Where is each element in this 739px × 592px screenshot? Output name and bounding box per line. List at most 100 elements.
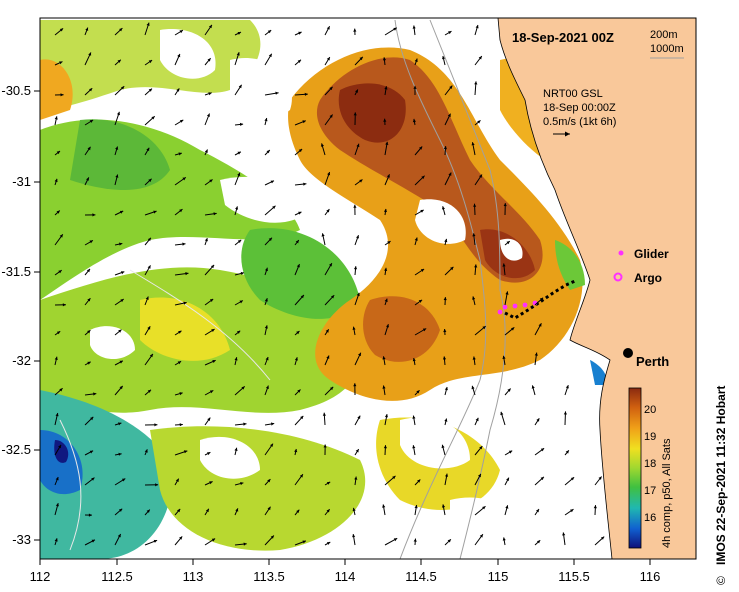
current-vector-head	[207, 58, 211, 62]
current-vector-head	[502, 355, 506, 359]
current-vector-head	[353, 266, 358, 270]
current-vector-head	[270, 535, 274, 539]
current-vector-head	[239, 300, 243, 304]
credit-text: IMOS 22-Sep-2021 11:32 Hobart	[714, 386, 728, 565]
current-vector-head	[536, 540, 541, 544]
current-vector-head	[570, 477, 575, 481]
current-vector-head	[323, 444, 327, 448]
current-vector-head	[562, 532, 566, 536]
current-vector-head	[303, 182, 307, 186]
x-tick-label: 114	[335, 569, 356, 584]
current-vector-head	[300, 295, 304, 299]
copyright-symbol: ©	[714, 576, 728, 585]
current-vector-head	[121, 271, 125, 275]
current-vector-head	[534, 352, 538, 356]
current-vector-head	[155, 483, 159, 487]
current-vector-head	[59, 388, 63, 392]
current-vector-head	[352, 534, 356, 538]
perth-marker	[623, 348, 633, 358]
current-vector-head	[92, 213, 96, 217]
current-vector-head	[55, 413, 59, 417]
current-vector-head	[86, 268, 90, 273]
current-vector-head	[297, 59, 301, 63]
current-vector-head	[54, 356, 58, 360]
current-vector-head	[120, 299, 124, 303]
current-vector-head	[479, 174, 482, 178]
current-vector-head	[565, 385, 569, 389]
current-vector-head	[177, 361, 182, 365]
current-vector-head	[384, 267, 388, 271]
current-vector-head	[448, 31, 452, 35]
current-vector-head	[204, 238, 208, 242]
x-tick-label: 112	[30, 569, 51, 584]
current-vector-head	[147, 326, 151, 330]
current-vector-head	[208, 24, 212, 29]
current-vector-head	[179, 119, 184, 123]
x-axis: 112 112.5 113 113.5 114 114.5 115 115.5 …	[30, 559, 660, 584]
current-vector-head	[54, 178, 58, 183]
x-tick-label: 113.5	[253, 569, 285, 584]
contour-offshore-1	[129, 269, 271, 381]
current-vector-head	[471, 385, 475, 390]
current-vector-head	[86, 177, 89, 181]
current-vector-head	[384, 86, 388, 90]
current-vector-head	[240, 482, 244, 486]
current-vector-head	[234, 447, 238, 451]
colorbar	[628, 387, 642, 549]
current-vector-head	[482, 506, 486, 510]
current-vector-head	[88, 52, 92, 56]
current-vector-head	[475, 417, 479, 422]
y-tick-label: -30.5	[1, 83, 31, 98]
current-vector-head	[412, 445, 416, 449]
current-vector-head	[56, 210, 60, 214]
current-scale-arrow	[553, 131, 570, 137]
current-vector-head	[326, 509, 330, 513]
current-vector-head	[352, 507, 356, 512]
current-vector-head	[442, 356, 447, 360]
cloud-gap-6	[450, 497, 540, 559]
current-vector-head	[239, 122, 244, 126]
current-vector-head	[472, 356, 476, 360]
current-vector-head	[211, 329, 215, 332]
current-vector-head	[115, 146, 119, 150]
contour-key-200m: 200m	[650, 29, 678, 41]
y-tick-label: -31	[12, 174, 31, 189]
current-vector-head	[325, 329, 329, 333]
current-vector-head	[326, 209, 330, 213]
current-vector-head	[386, 324, 389, 328]
current-vector-head	[419, 146, 423, 150]
current-vector-head	[147, 237, 151, 242]
cloud-gap-2	[230, 58, 292, 117]
contour-offshore-2	[59, 419, 82, 551]
current-vector-head	[175, 478, 179, 482]
current-vector-head	[204, 149, 208, 153]
current-vector-head	[87, 146, 91, 151]
current-vector-head	[267, 30, 272, 34]
current-vector-head	[414, 237, 418, 241]
current-vector-head	[447, 539, 451, 543]
current-vector-head	[264, 298, 268, 302]
current-vector-head	[382, 385, 386, 389]
current-vector-head	[121, 478, 126, 482]
current-vector-head	[87, 330, 91, 334]
current-vector-head	[176, 88, 180, 92]
current-vector-head	[182, 177, 186, 181]
sst-patch-central-darkgreen	[241, 228, 360, 319]
current-vector-head	[146, 509, 150, 513]
y-tick-label: -31.5	[1, 264, 31, 279]
current-vector-head	[145, 296, 149, 300]
current-vector-head	[243, 542, 247, 546]
current-vector-head	[209, 390, 214, 394]
current-vector-head	[441, 206, 445, 210]
current-vector-head	[89, 450, 94, 454]
current-vector-head	[478, 473, 481, 478]
current-vector-head	[359, 179, 363, 183]
current-vector-head	[478, 56, 482, 60]
sst-patch-central-yellow	[140, 297, 230, 361]
current-vector-head	[359, 56, 363, 61]
glider-legend-label: Glider	[634, 247, 669, 261]
current-vector-head	[450, 266, 454, 271]
current-vector-head	[354, 476, 358, 480]
current-vector-head	[353, 204, 357, 208]
current-vector-head	[212, 360, 216, 363]
